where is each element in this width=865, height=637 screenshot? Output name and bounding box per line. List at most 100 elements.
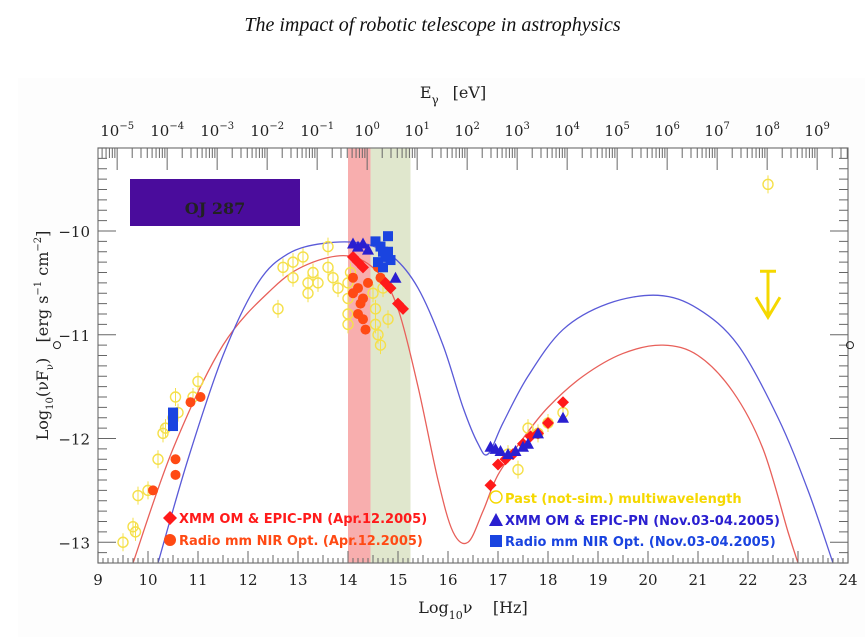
- data-point: [363, 277, 373, 288]
- data-point: [494, 444, 507, 456]
- data-point: [342, 292, 354, 305]
- axis-ref-circle-left: [53, 341, 61, 350]
- data-point: [342, 318, 354, 331]
- x-tick-label: 12: [238, 571, 257, 589]
- x-tick-label: 16: [438, 571, 457, 589]
- data-point: [357, 261, 369, 274]
- source-label-box: [130, 179, 300, 226]
- data-point: [353, 309, 363, 319]
- y-axis-ticks: [98, 147, 848, 564]
- data-point: [327, 271, 339, 284]
- data-point: [287, 256, 299, 268]
- data-point: [367, 287, 379, 299]
- data-point: [484, 479, 497, 492]
- data-point: [272, 303, 284, 315]
- data-point: [357, 237, 369, 249]
- data-point: [378, 262, 388, 273]
- data-point: [502, 448, 514, 460]
- data-point: [522, 437, 534, 449]
- page-title: The impact of robotic telescope in astro…: [244, 14, 621, 36]
- data-point: [512, 463, 524, 476]
- green-band: [370, 148, 411, 563]
- top-tick-label: 10−2: [250, 121, 284, 140]
- x-tick-label: 9: [93, 571, 103, 589]
- data-point: [170, 469, 181, 480]
- x-tick-label: 21: [688, 571, 707, 589]
- y-tick-label: −12: [58, 431, 90, 449]
- x-tick-label: 23: [788, 571, 807, 589]
- data-point: [532, 427, 544, 439]
- data-point: [168, 407, 178, 418]
- data-point: [192, 375, 204, 388]
- upper-limit-arrow: [754, 269, 782, 321]
- data-point: [348, 272, 358, 283]
- y-tick-label: −10: [58, 223, 90, 241]
- series-filled-triangle: [347, 237, 569, 460]
- legend-label: Past (not-sim.) multiwavelength: [505, 492, 742, 507]
- data-point: [307, 266, 319, 279]
- y-axis-title: Log10(νFν) [erg s−1 cm−2]: [33, 231, 56, 441]
- data-point: [374, 339, 387, 351]
- x-tick-label: 13: [288, 571, 307, 589]
- data-point: [557, 396, 569, 409]
- top-tick-label: 104: [554, 121, 579, 140]
- data-point: [375, 241, 386, 252]
- data-point: [129, 526, 142, 538]
- data-point: [168, 421, 178, 432]
- top-axis-ticks: [101, 148, 848, 170]
- top-tick-label: 106: [654, 121, 679, 140]
- data-point: [312, 277, 324, 289]
- top-tick-label: 103: [504, 121, 529, 140]
- legend-label: XMM OM & EPIC-PN (Apr.12.2005): [179, 512, 427, 527]
- data-point: [152, 453, 164, 465]
- data-point: [372, 329, 384, 341]
- plot-content: [117, 175, 834, 563]
- data-point: [369, 303, 382, 315]
- axis-ref-circle-right: [846, 341, 854, 350]
- upper-limit-head: [754, 296, 782, 321]
- y-tick-label: −11: [58, 327, 90, 345]
- data-point: [373, 257, 383, 268]
- data-point: [322, 261, 334, 274]
- legend-marker-filled-diamond: [163, 511, 177, 525]
- model-curve-1: [157, 241, 834, 563]
- x-tick-label: 14: [338, 571, 357, 589]
- x-axis-title: Log10ν [Hz]: [418, 598, 527, 622]
- x-tick-label: 11: [188, 571, 207, 589]
- data-point: [369, 318, 382, 331]
- top-tick-label: 100: [354, 121, 379, 140]
- data-point: [370, 236, 381, 247]
- data-point: [348, 288, 358, 299]
- data-point: [132, 489, 144, 502]
- top-tick-label: 102: [454, 121, 479, 140]
- top-tick-label: 10−3: [200, 121, 234, 140]
- top-tick-label: 10−4: [150, 121, 184, 140]
- data-point: [762, 178, 774, 191]
- data-point: [157, 427, 169, 440]
- model-curve-0: [132, 254, 799, 563]
- series-filled-diamond: [347, 250, 569, 492]
- data-point: [277, 261, 289, 274]
- data-point: [127, 520, 139, 533]
- data-point: [342, 277, 354, 289]
- top-axis-title: Eγ [eV]: [420, 83, 486, 107]
- data-point: [385, 255, 396, 266]
- legend-marker-filled-square: [490, 535, 502, 547]
- data-point: [542, 416, 554, 429]
- x-tick-label: 10: [138, 571, 157, 589]
- series-filled-square: [168, 231, 396, 432]
- data-point: [117, 536, 129, 548]
- data-point: [383, 246, 393, 257]
- data-point: [170, 454, 181, 465]
- x-tick-label: 18: [538, 571, 557, 589]
- top-tick-label: 108: [754, 121, 779, 140]
- x-tick-label: 24: [838, 571, 857, 589]
- data-point: [517, 440, 529, 452]
- data-point: [352, 240, 364, 252]
- data-point: [382, 313, 394, 325]
- bottom-axis-ticks: [97, 551, 849, 563]
- top-tick-label: 101: [404, 121, 429, 140]
- data-point: [557, 411, 569, 423]
- source-label-text: OJ 287: [185, 199, 245, 218]
- x-tick-label: 17: [488, 571, 507, 589]
